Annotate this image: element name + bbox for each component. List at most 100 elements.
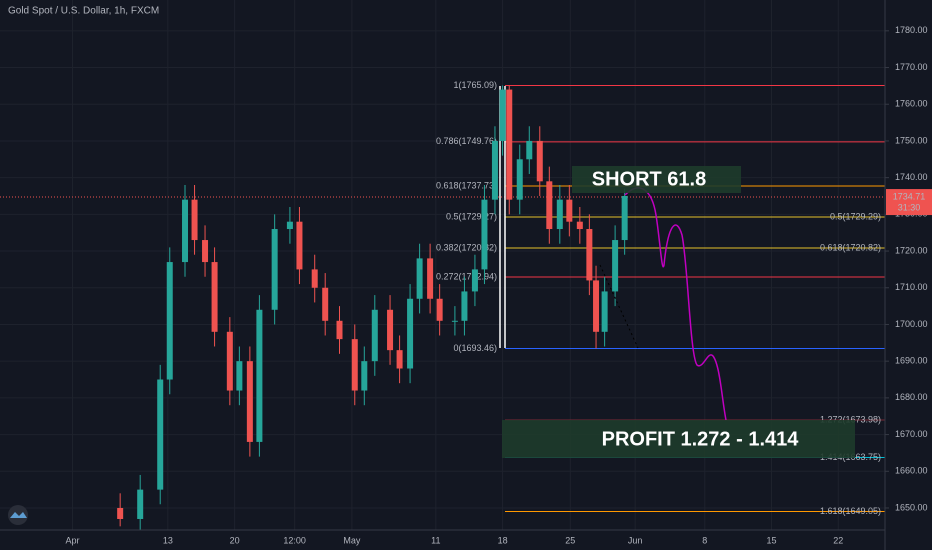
candle-body [202, 240, 209, 263]
candle-body [387, 309, 394, 351]
y-tick-label: 1780.00 [895, 25, 928, 35]
candle-body [226, 331, 233, 391]
candle-body [546, 181, 553, 230]
x-tick-label: 15 [767, 535, 777, 545]
y-tick-label: 1700.00 [895, 319, 928, 329]
fib-label: 0.786(1749.76) [436, 136, 497, 146]
x-tick-label: May [343, 535, 361, 545]
candle-body [612, 240, 619, 292]
candle-body [211, 262, 218, 332]
y-tick-label: 1660.00 [895, 466, 928, 476]
candle-body [491, 140, 498, 200]
candle-body [117, 507, 124, 519]
candle-body [361, 361, 368, 391]
y-tick-label: 1760.00 [895, 99, 928, 109]
candle-body [451, 320, 458, 322]
chart-title: Gold Spot / U.S. Dollar, 1h, FXCM [8, 6, 159, 17]
candle-body [427, 258, 434, 299]
candle-body [396, 350, 403, 369]
y-tick-label: 1710.00 [895, 282, 928, 292]
fib-label: 0.272(1712.94) [436, 271, 497, 281]
price-tag-label: 1734.71 [893, 191, 926, 201]
candle-body [157, 379, 164, 490]
candle-body [336, 320, 343, 340]
profit-box: PROFIT 1.272 - 1.414 [502, 420, 855, 458]
candle-body [436, 298, 443, 321]
candle-body [536, 140, 543, 182]
x-tick-label: 13 [163, 535, 173, 545]
candle-body [271, 229, 278, 310]
short-box: SHORT 61.8 [572, 166, 741, 193]
candle-body [556, 199, 563, 230]
trend-line [599, 264, 639, 349]
candle-body [481, 199, 488, 270]
candle-body [593, 280, 600, 332]
annotation: PROFIT 1.272 - 1.414 [602, 428, 800, 450]
candle-body [296, 221, 303, 270]
price-tag [886, 189, 932, 216]
candle-body [601, 291, 608, 332]
fib-label: 1.272(1673.98) [820, 414, 881, 424]
candle-body [576, 221, 583, 230]
fib-label: 0.618(1737.73) [436, 180, 497, 190]
projection-path [624, 187, 727, 421]
x-tick-label: 8 [702, 535, 707, 545]
grid [0, 0, 885, 530]
candle-body [351, 339, 358, 391]
x-tick-label: Jun [628, 535, 643, 545]
y-tick-label: 1650.00 [895, 502, 928, 512]
fib-label: 0.5(1729.29) [830, 211, 881, 221]
y-tick-label: 1690.00 [895, 356, 928, 366]
fib-label: 1.618(1649.05) [820, 506, 881, 516]
y-tick-label: 1750.00 [895, 135, 928, 145]
candle-body [236, 361, 243, 391]
y-tick-label: 1740.00 [895, 172, 928, 182]
candle-body [371, 309, 378, 362]
candle-body [191, 199, 198, 241]
annotation-box [572, 166, 741, 193]
y-tick-label: 1770.00 [895, 62, 928, 72]
candle-body [586, 229, 593, 281]
annotation: SHORT 61.8 [592, 168, 706, 190]
fib-label: 1(1765.09) [453, 80, 497, 90]
candle-body [506, 89, 513, 200]
x-tick-label: 12:00 [283, 535, 306, 545]
candle-body [407, 298, 414, 369]
candle-body [516, 159, 523, 200]
y-tick-label: 1680.00 [895, 392, 928, 402]
fib-label: 0.382(1720.82) [436, 242, 497, 252]
logo-mark [10, 512, 27, 518]
x-tick-label: 25 [565, 535, 575, 545]
y-tick-label: 1720.00 [895, 245, 928, 255]
annotation-box [502, 420, 855, 458]
candle-body [166, 262, 173, 380]
candle-body [137, 489, 144, 519]
candle-body [499, 89, 506, 141]
candle-body [256, 309, 263, 442]
x-tick-label: 22 [833, 535, 843, 545]
candle-body [311, 269, 318, 288]
candle-body [471, 269, 478, 292]
candle-body [286, 221, 293, 230]
candle-body [526, 140, 533, 160]
x-tick-label: 20 [230, 535, 240, 545]
x-tick-label: 11 [431, 535, 440, 545]
candle-body [461, 291, 468, 321]
candle-body [566, 199, 573, 222]
x-tick-label: 18 [498, 535, 508, 545]
candle-body [416, 258, 423, 299]
countdown: 31:30 [898, 202, 921, 212]
axes: 1650.00 1660.00 1670.00 1680.00 1690.00 1700.… [65, 25, 932, 545]
candle-body [182, 199, 189, 263]
x-tick-label: Apr [65, 535, 79, 545]
fib-label: 0(1693.46) [453, 343, 497, 353]
candle-body [322, 287, 329, 321]
candle-body [246, 361, 253, 442]
candle-body [621, 195, 628, 241]
fib-label: 0.618(1720.82) [820, 242, 881, 252]
candles [117, 85, 628, 530]
fib-levels: 1(1765.09) 0.786(1749.76) 0.618(1737.73) 0.… [0, 80, 885, 516]
y-tick-label: 1670.00 [895, 429, 928, 439]
